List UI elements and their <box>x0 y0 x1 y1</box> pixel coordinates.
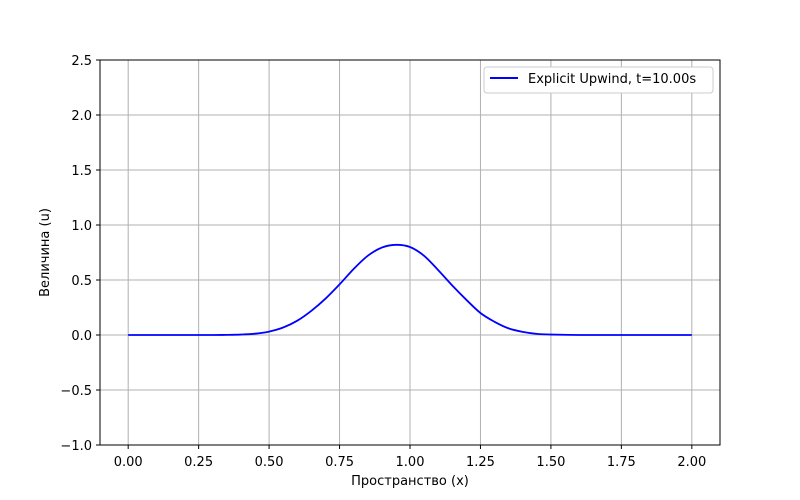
y-tick-label: 1.0 <box>71 219 92 234</box>
y-tick-label: 1.5 <box>71 164 92 179</box>
legend-box <box>483 66 714 94</box>
x-tick-label: 2.00 <box>677 455 706 470</box>
x-tick-label: 0.25 <box>184 455 213 470</box>
y-tick-label: 2.5 <box>71 54 92 69</box>
series-layer <box>128 243 692 336</box>
y-tick-label: −1.0 <box>60 439 92 454</box>
x-tick-label: 1.75 <box>607 455 636 470</box>
y-axis-label: Величина (u) <box>38 208 53 297</box>
y-tick-label: −0.5 <box>60 384 92 399</box>
y-axis-ticks: −1.0 −0.5 0.0 0.5 1.0 1.5 2.0 2.5 <box>60 54 100 454</box>
legend-entry: Explicit Upwind, t=10.00s <box>528 72 696 87</box>
x-axis-label: Пространство (x) <box>351 474 469 489</box>
x-tick-label: 1.25 <box>466 455 495 470</box>
legend: Explicit Upwind, t=10.00s <box>483 66 714 94</box>
x-tick-label: 1.00 <box>396 455 425 470</box>
x-tick-label: 0.50 <box>255 455 284 470</box>
x-tick-label: 0.00 <box>114 455 143 470</box>
y-tick-label: 0.5 <box>71 274 92 289</box>
x-axis-ticks: 0.00 0.25 0.50 0.75 1.00 1.25 1.50 1.75 2.00 <box>114 445 706 470</box>
x-tick-label: 0.75 <box>325 455 354 470</box>
y-tick-label: 0.0 <box>71 329 92 344</box>
y-tick-label: 2.0 <box>71 109 92 124</box>
x-tick-label: 1.50 <box>536 455 565 470</box>
series-line-0 <box>128 243 692 336</box>
